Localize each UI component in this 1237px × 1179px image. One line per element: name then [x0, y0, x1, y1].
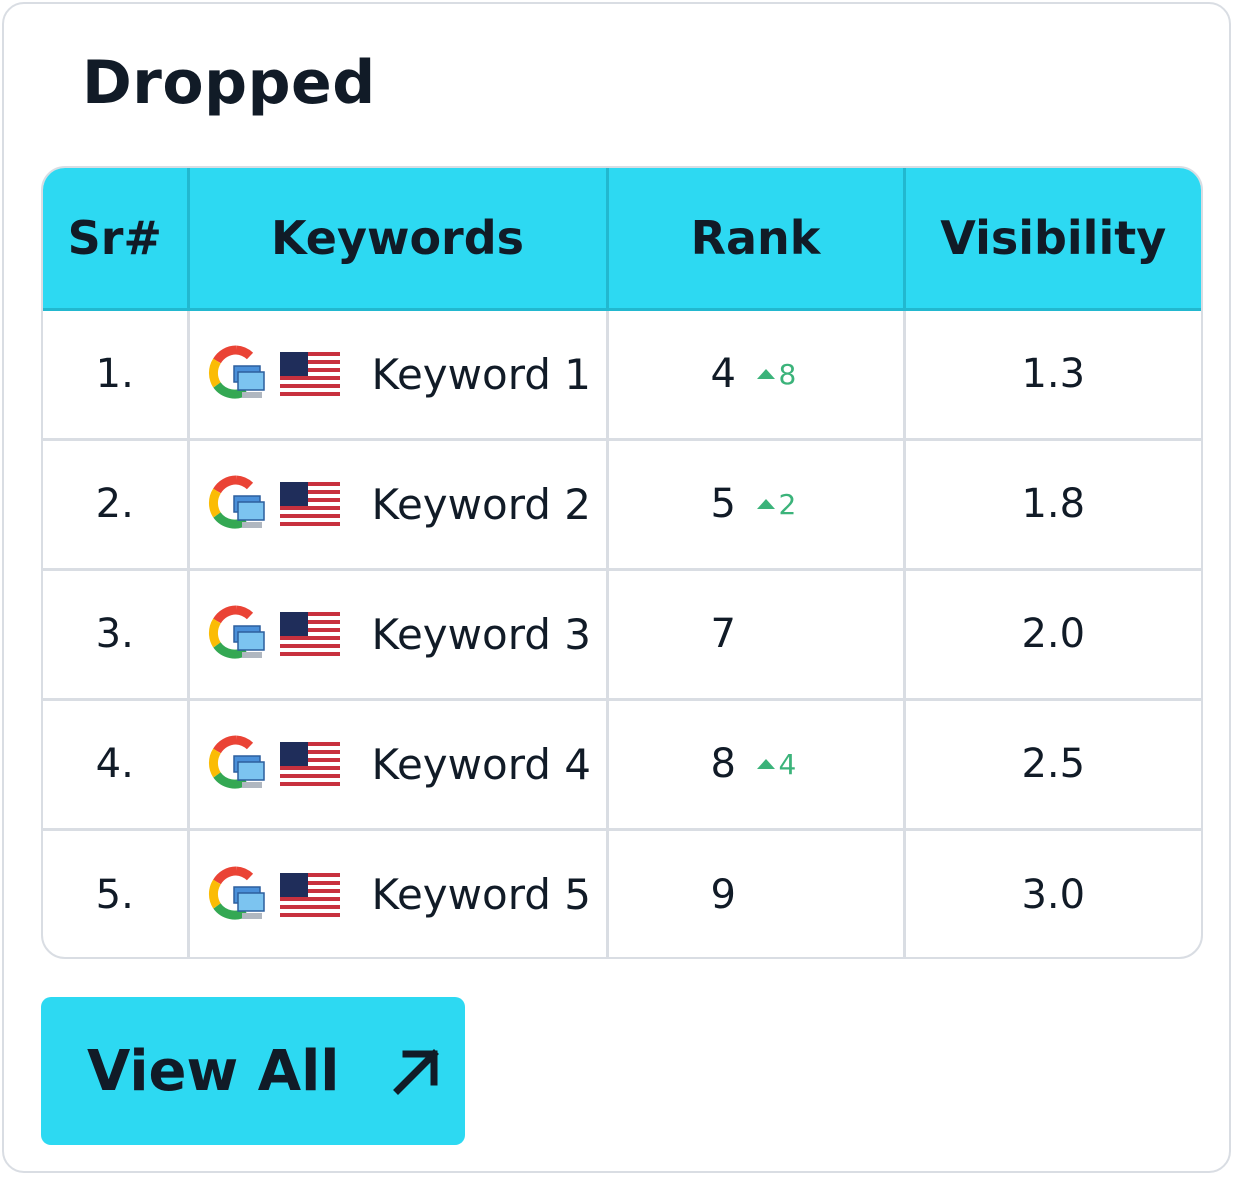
rank-change-value: 4 — [778, 747, 797, 781]
header-keywords[interactable]: Keywords — [188, 168, 609, 311]
google-desktop-icon — [208, 735, 265, 789]
up-triangle-icon — [756, 759, 775, 769]
rank-cell: 7 — [607, 569, 906, 701]
rank-value: 7 — [710, 611, 736, 657]
table-row[interactable]: 1. — [43, 309, 1201, 441]
visibility-cell: 2.0 — [904, 569, 1201, 701]
us-flag-icon — [279, 612, 340, 656]
google-desktop-icon — [208, 866, 265, 920]
keyword-text[interactable]: Keyword 2 — [371, 479, 591, 529]
table-header-row: Sr# Keywords Rank Visibility — [43, 168, 1201, 311]
keyword-text[interactable]: Keyword 3 — [371, 609, 591, 659]
visibility-cell: 1.3 — [904, 309, 1201, 441]
rank-value: 9 — [710, 871, 736, 918]
keyword-cell: Keyword 5 — [188, 829, 609, 957]
visibility-cell: 1.8 — [904, 439, 1201, 571]
up-triangle-icon — [756, 499, 775, 509]
sr-number: 4. — [95, 741, 134, 787]
us-flag-icon — [279, 352, 340, 396]
view-all-button[interactable]: View All — [41, 997, 465, 1145]
view-all-label: View All — [87, 1038, 340, 1104]
keyword-cell: Keyword 4 — [188, 699, 609, 831]
visibility-value: 3.0 — [1021, 871, 1086, 918]
visibility-cell: 2.5 — [904, 699, 1201, 831]
keyword-text[interactable]: Keyword 1 — [371, 349, 591, 399]
visibility-value: 1.8 — [1021, 481, 1086, 527]
sr-cell: 5. — [43, 829, 190, 957]
sr-cell: 3. — [43, 569, 190, 701]
visibility-value: 1.3 — [1021, 351, 1086, 397]
header-sr[interactable]: Sr# — [43, 168, 190, 311]
rank-cell: 5 2 — [607, 439, 906, 571]
keyword-cell: Keyword 1 — [188, 309, 609, 441]
header-rank[interactable]: Rank — [607, 168, 906, 311]
sr-number: 2. — [95, 481, 134, 527]
google-desktop-icon — [208, 345, 265, 399]
visibility-cell: 3.0 — [904, 829, 1201, 957]
sr-number: 3. — [95, 611, 134, 657]
arrow-up-right-icon — [392, 1049, 439, 1095]
sr-cell: 4. — [43, 699, 190, 831]
rank-change-value: 8 — [778, 357, 797, 391]
table-row[interactable]: 2. — [43, 439, 1201, 571]
us-flag-icon — [279, 482, 340, 526]
keyword-cell: Keyword 3 — [188, 569, 609, 701]
sr-number: 5. — [95, 871, 134, 918]
keyword-cell: Keyword 2 — [188, 439, 609, 571]
rank-change: 8 — [756, 357, 797, 391]
visibility-value: 2.5 — [1021, 741, 1086, 787]
table-row[interactable]: 3. — [43, 569, 1201, 701]
rank-change-value: 2 — [778, 487, 797, 521]
table-row[interactable]: 4. — [43, 699, 1201, 831]
rank-value: 8 — [710, 741, 736, 787]
us-flag-icon — [279, 742, 340, 786]
sr-cell: 1. — [43, 309, 190, 441]
visibility-value: 2.0 — [1021, 611, 1086, 657]
up-triangle-icon — [756, 369, 775, 379]
card-title: Dropped — [82, 48, 376, 118]
rank-cell: 8 4 — [607, 699, 906, 831]
rank-cell: 9 — [607, 829, 906, 957]
rank-cell: 4 8 — [607, 309, 906, 441]
table-row[interactable]: 5. — [43, 829, 1201, 957]
keywords-table: Sr# Keywords Rank Visibility 1. — [41, 166, 1203, 959]
sr-number: 1. — [95, 351, 134, 397]
us-flag-icon — [279, 872, 340, 917]
sr-cell: 2. — [43, 439, 190, 571]
google-desktop-icon — [208, 605, 265, 659]
keyword-text[interactable]: Keyword 4 — [371, 739, 591, 789]
rank-value: 4 — [710, 351, 736, 397]
header-visibility[interactable]: Visibility — [904, 168, 1201, 311]
keyword-text[interactable]: Keyword 5 — [371, 870, 591, 920]
rank-change: 2 — [756, 487, 797, 521]
rank-change: 4 — [756, 747, 797, 781]
google-desktop-icon — [208, 475, 265, 529]
rank-value: 5 — [710, 481, 736, 527]
